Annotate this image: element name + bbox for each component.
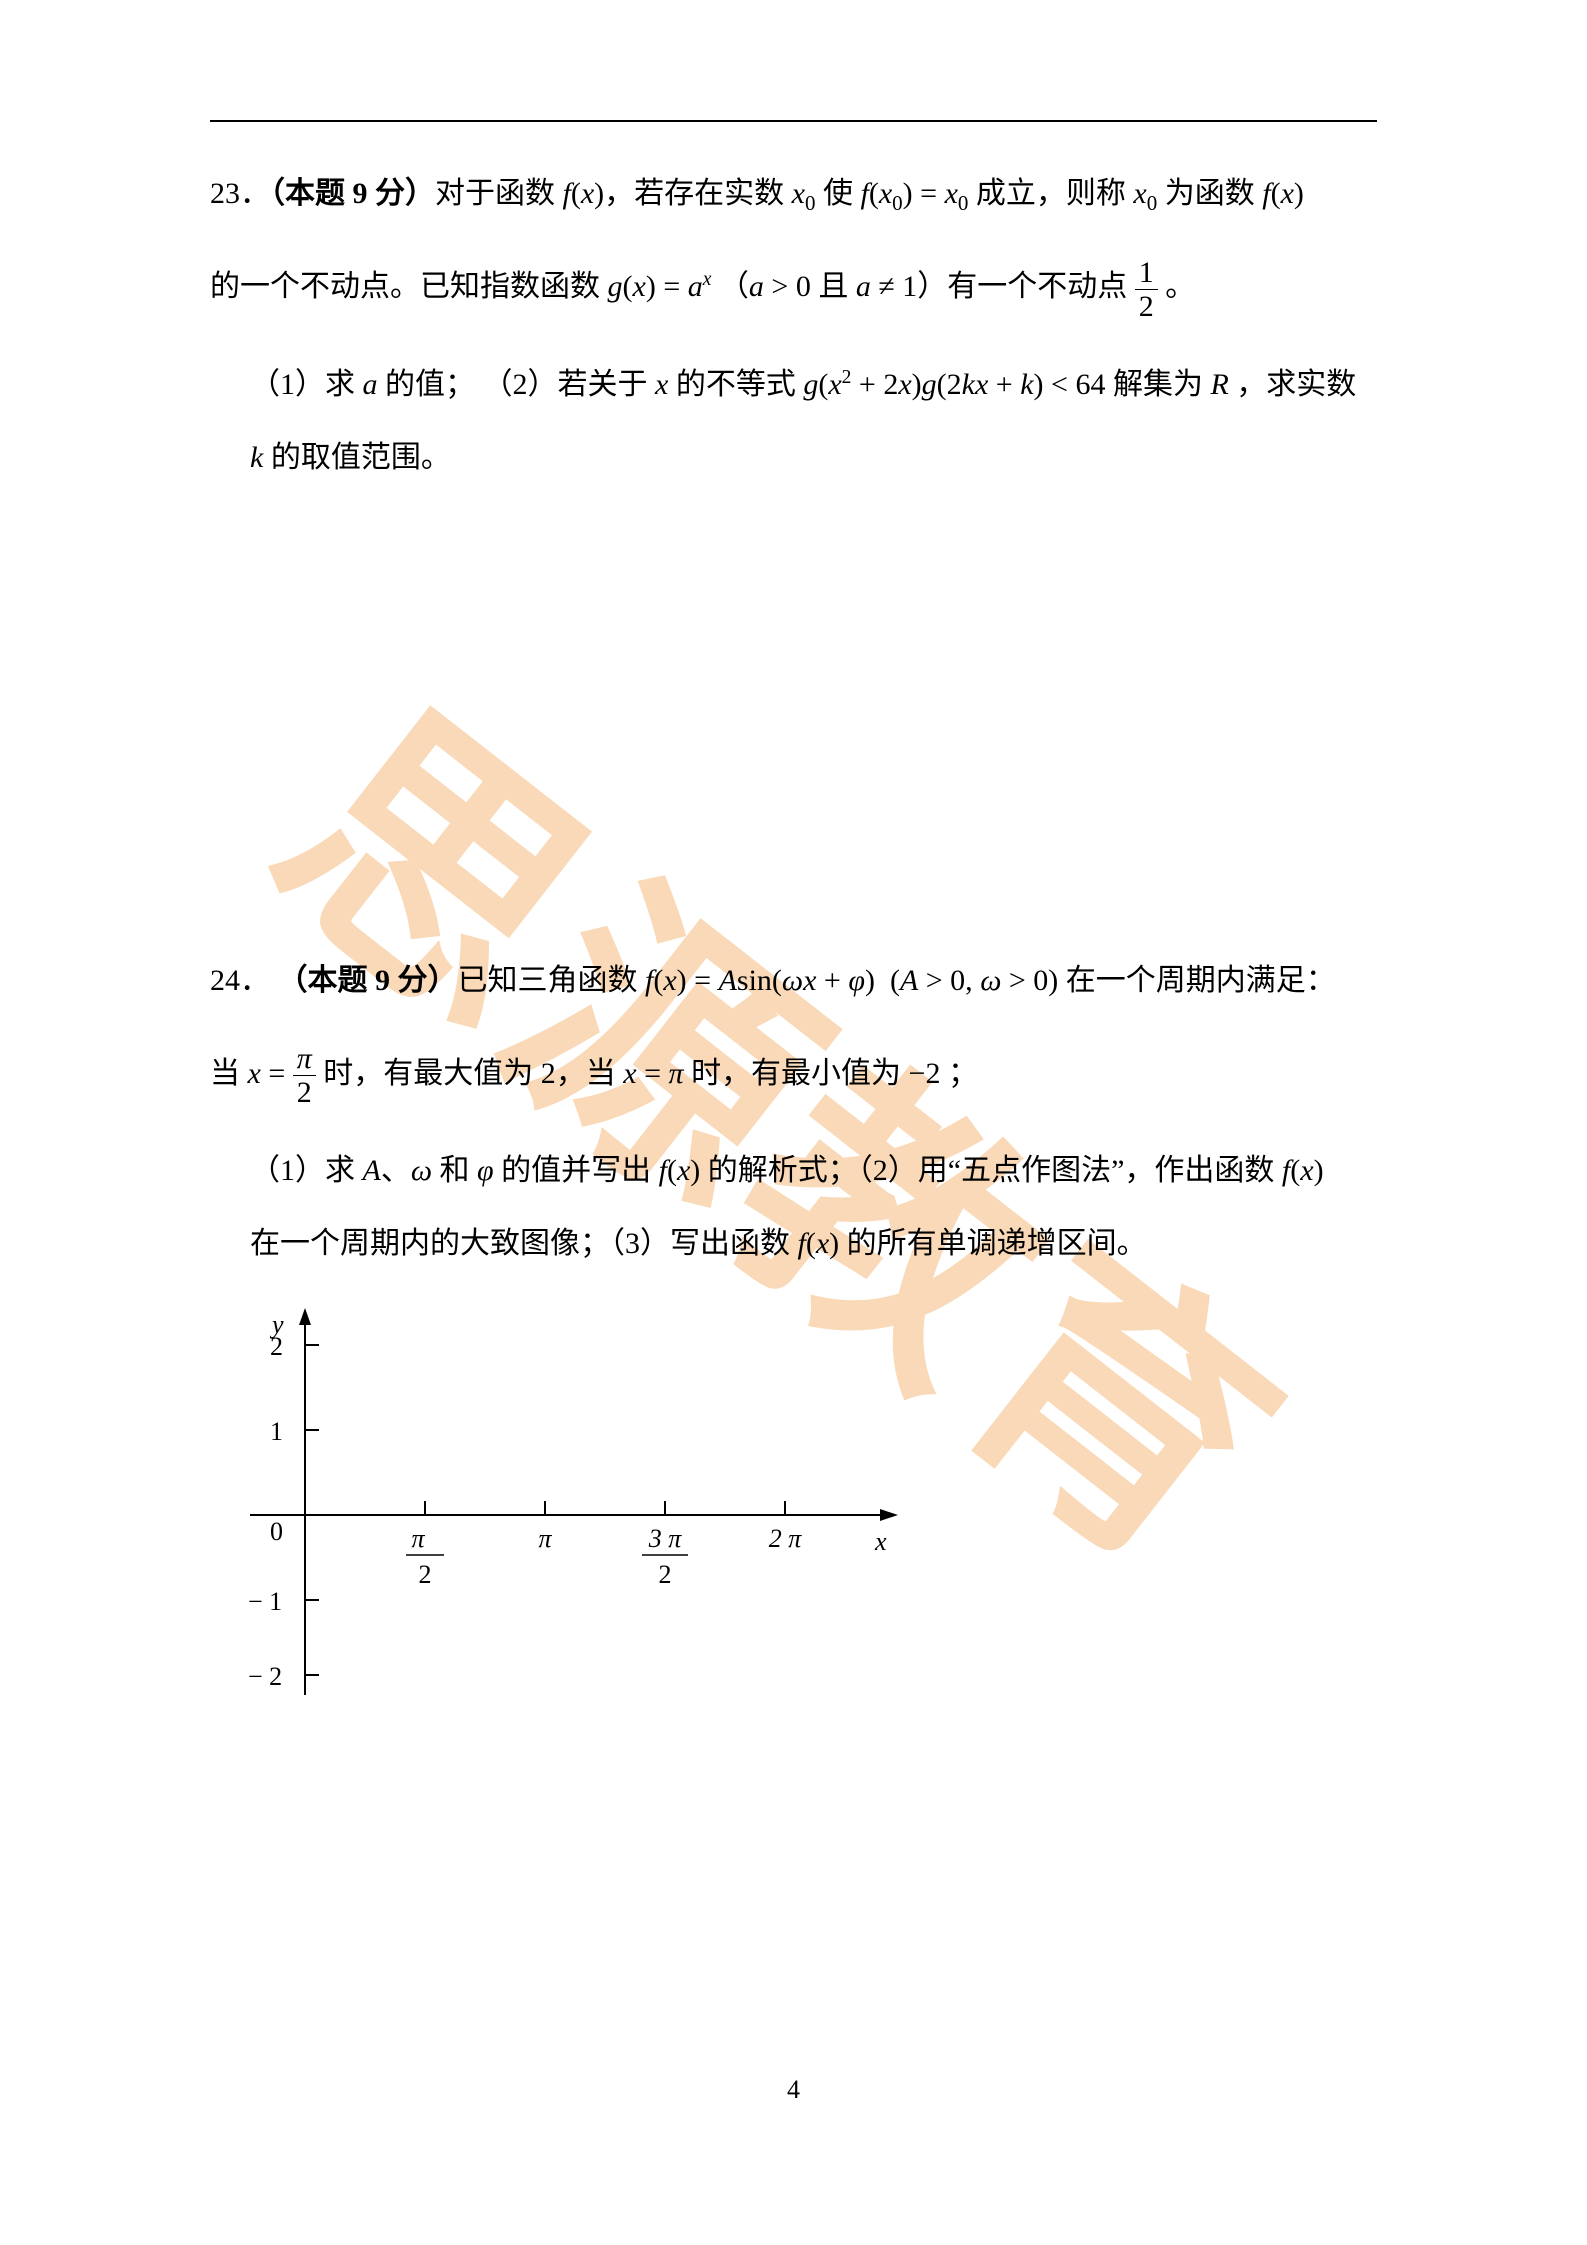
problem-24-line-4: 在一个周期内的大致图像；（3）写出函数 f(x) 的所有单调递增区间。 <box>210 1212 1377 1275</box>
page-container: 思源教育 23．（本题 9 分）对于函数 f(x)，若存在实数 x0 使 f(x… <box>0 0 1587 2245</box>
x-tick-3pi2-num: 3 π <box>648 1524 683 1553</box>
problem-23-line-4: k 的取值范围。 <box>210 426 1377 489</box>
content-area: 23．（本题 9 分）对于函数 f(x)，若存在实数 x0 使 f(x0) = … <box>210 120 1377 2125</box>
problem-23-line-2: 的一个不动点。已知指数函数 g(x) = ax （a > 0 且 a ≠ 1）有… <box>210 255 1377 323</box>
y-tick-0: 0 <box>270 1517 283 1546</box>
problem-23-workspace <box>210 519 1377 949</box>
page-number: 4 <box>0 2075 1587 2105</box>
y-tick-n1: − 1 <box>248 1587 282 1616</box>
problem-24-line-2: 当 x = π2 时，有最大值为 2，当 x = π 时，有最小值为 −2 ； <box>210 1042 1377 1110</box>
x-tick-2pi: 2 π <box>769 1524 803 1553</box>
x-tick-pi2-num: π <box>411 1524 425 1553</box>
problem-23-line-3: （1）求 a 的值； （2）若关于 x 的不等式 g(x2 + 2x)g(2kx… <box>210 353 1377 416</box>
problem-number: 24． （本题 9 分） <box>210 964 458 997</box>
x-tick-pi2-den: 2 <box>419 1560 432 1589</box>
problem-number: 23．（本题 9 分） <box>210 177 435 210</box>
y-axis-label: y <box>269 1310 284 1339</box>
problem-23-line-1: 23．（本题 9 分）对于函数 f(x)，若存在实数 x0 使 f(x0) = … <box>210 162 1377 225</box>
problem-24-line-1: 24． （本题 9 分）已知三角函数 f(x) = Asin(ωx + φ) (… <box>210 949 1377 1012</box>
top-horizontal-rule <box>210 120 1377 122</box>
x-axis-label: x <box>874 1527 887 1556</box>
x-tick-pi: π <box>538 1524 552 1553</box>
y-tick-1: 1 <box>270 1417 283 1446</box>
problem-24-line-3: （1）求 A、ω 和 φ 的值并写出 f(x) 的解析式；（2）用“五点作图法”… <box>210 1139 1377 1202</box>
x-tick-3pi2-den: 2 <box>659 1560 672 1589</box>
axis-chart: 2 1 0 − 1 − 2 y x π 2 π 3 π 2 2 π <box>210 1305 930 1705</box>
y-tick-n2: − 2 <box>248 1662 282 1691</box>
